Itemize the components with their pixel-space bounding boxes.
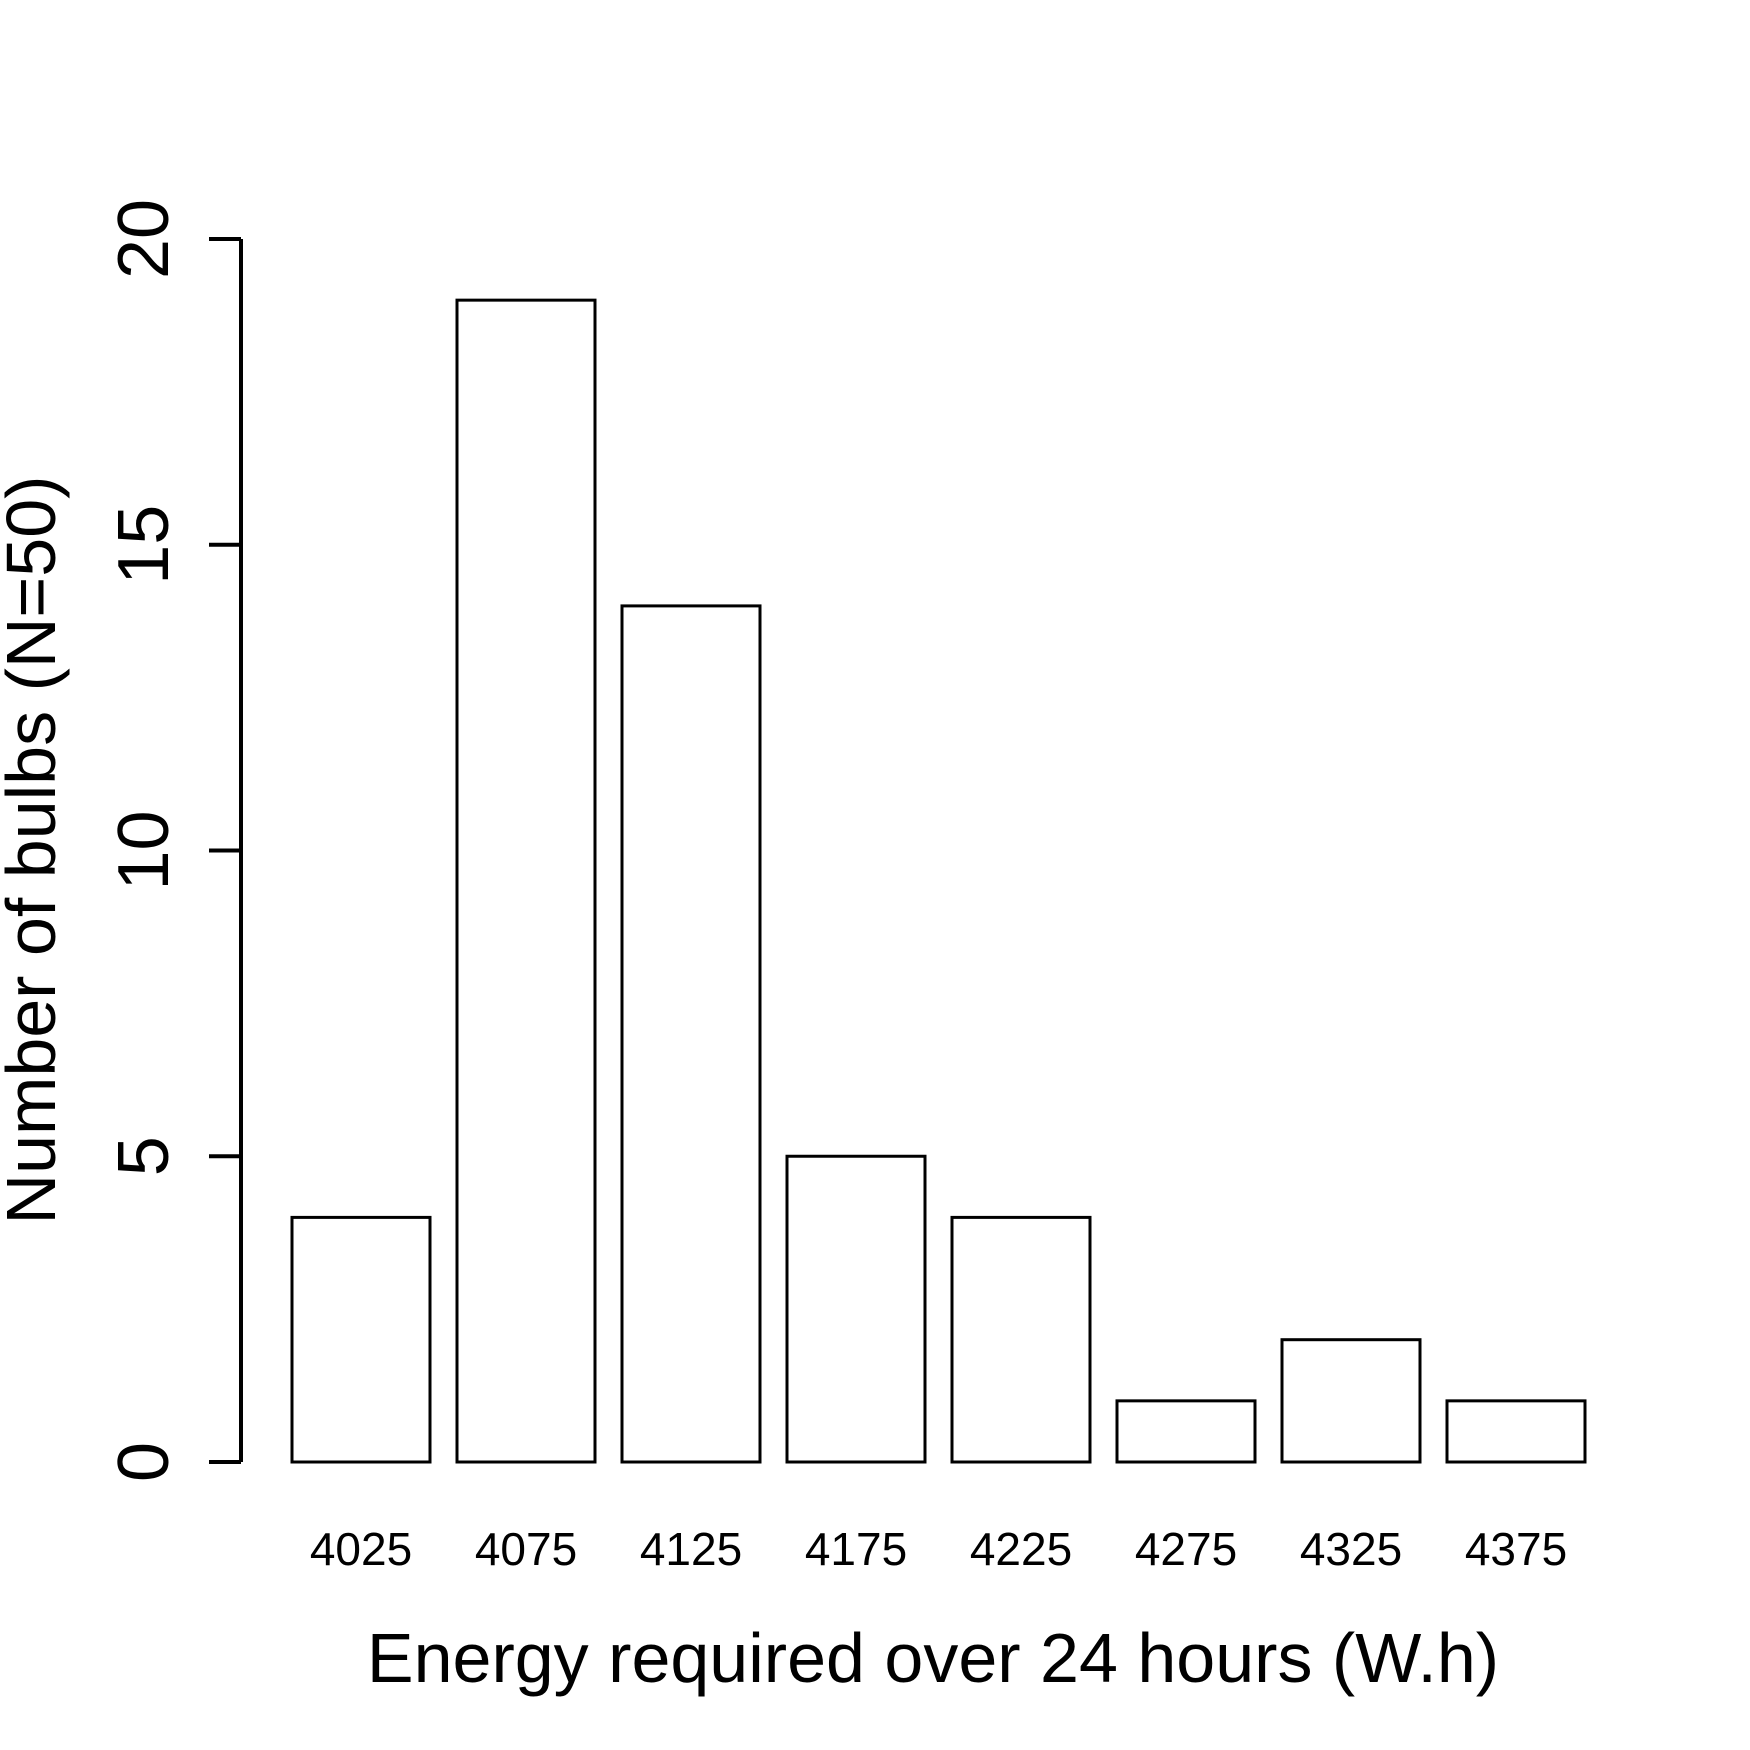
x-tick-label: 4125 <box>640 1523 742 1575</box>
bars-group <box>290 298 1587 1464</box>
x-tick-label: 4375 <box>1465 1523 1567 1575</box>
bar-4125 <box>620 604 762 1464</box>
x-tick-labels: 4025 4075 4125 4175 4225 4275 4325 4375 <box>310 1523 1567 1575</box>
bar-4325 <box>1280 1338 1422 1464</box>
x-tick-label: 4175 <box>805 1523 907 1575</box>
y-tick-label: 0 <box>104 1442 184 1482</box>
bar-4025 <box>290 1215 432 1464</box>
y-tick-label: 15 <box>104 505 184 585</box>
x-tick-label: 4225 <box>970 1523 1072 1575</box>
x-tick-label: 4325 <box>1300 1523 1402 1575</box>
y-axis: 0 5 10 15 20 <box>104 199 243 1482</box>
x-axis-title: Energy required over 24 hours (W.h) <box>367 1619 1499 1697</box>
y-axis-title: Number of bulbs (N=50) <box>0 476 70 1225</box>
y-tick-label: 10 <box>104 810 184 890</box>
bar-4275 <box>1115 1399 1257 1464</box>
y-tick-label: 20 <box>104 199 184 279</box>
x-tick-label: 4275 <box>1135 1523 1237 1575</box>
bar-4075 <box>455 298 597 1464</box>
y-tick-label: 5 <box>104 1136 184 1176</box>
bar-4175 <box>785 1154 927 1464</box>
bar-4375 <box>1445 1399 1587 1464</box>
x-tick-label: 4025 <box>310 1523 412 1575</box>
x-tick-label: 4075 <box>475 1523 577 1575</box>
bar-4225 <box>950 1215 1092 1464</box>
